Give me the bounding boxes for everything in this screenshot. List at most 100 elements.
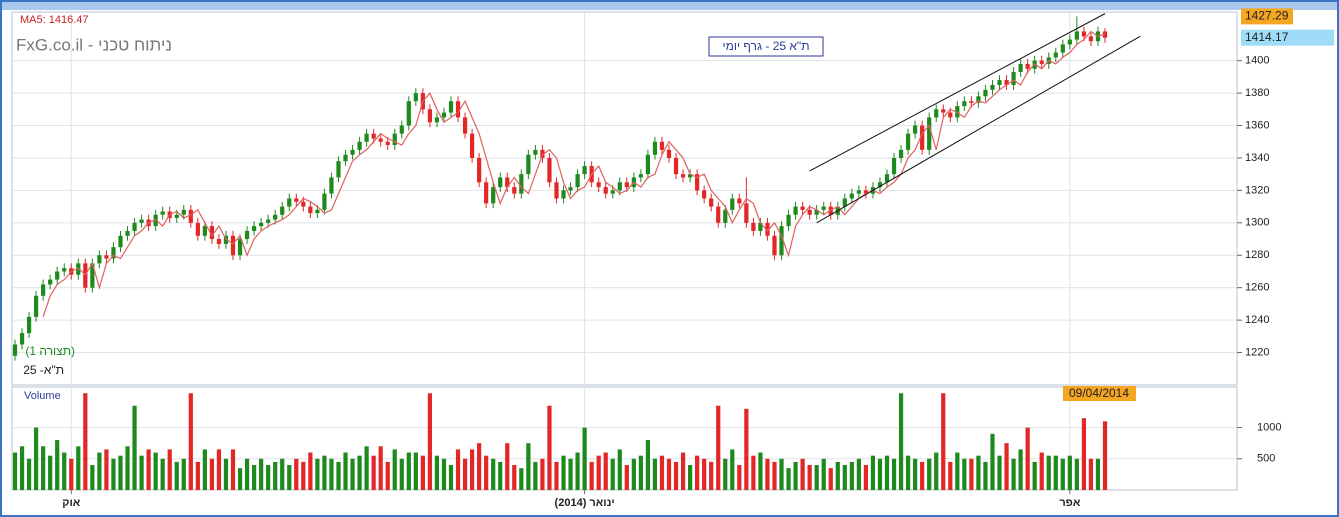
candle-body (1067, 39, 1072, 45)
candle-body (139, 219, 144, 223)
volume-bar (561, 455, 566, 490)
candle-body (97, 255, 102, 264)
volume-bar (329, 458, 334, 490)
volume-label: Volume (24, 390, 61, 402)
chart-subtitle: ת"א 25 - גרף יומי (723, 39, 810, 53)
volume-bar (941, 393, 946, 490)
volume-bar (455, 449, 461, 490)
volume-bar (259, 458, 264, 490)
volume-bar (575, 452, 580, 490)
layout-label: (תצורה 1) (25, 344, 75, 358)
volume-bar (491, 458, 496, 490)
volume-bar (779, 458, 784, 490)
candle-body (596, 182, 601, 188)
volume-bar (146, 449, 151, 490)
price-panel (11, 11, 1238, 386)
candle-body (526, 154, 531, 175)
candle-body (927, 117, 932, 150)
volume-bar (477, 443, 482, 490)
volume-bar (202, 449, 207, 490)
candle-body (990, 84, 995, 90)
volume-bar (167, 449, 172, 490)
candle-body (1081, 31, 1087, 37)
candle-body (624, 182, 629, 188)
volume-bar (48, 455, 53, 490)
candle-body (280, 206, 285, 215)
candle-body (427, 109, 433, 123)
candle-body (111, 247, 116, 259)
candle-body (484, 182, 489, 204)
volume-bar (673, 461, 679, 490)
candle-body (807, 209, 812, 215)
volume-bar (322, 455, 327, 490)
candle-body (273, 214, 278, 220)
candle-body (751, 222, 756, 231)
volume-bar (610, 458, 615, 490)
volume-bar (498, 461, 503, 490)
candle-body (934, 109, 939, 118)
channel-line (816, 35, 1141, 224)
volume-bar (160, 458, 165, 490)
volume-bar (540, 458, 545, 490)
candle-body (259, 222, 264, 227)
volume-bar (913, 458, 918, 490)
volume-bar (357, 455, 362, 490)
y-tick-label: 1280 (1245, 249, 1269, 261)
candle-body (716, 206, 721, 223)
candle-body (392, 133, 397, 145)
candle-body (772, 235, 777, 256)
candle-body (730, 198, 735, 210)
candle-body (462, 117, 468, 134)
volume-bar (62, 452, 67, 490)
candle-body (673, 157, 679, 175)
volume-bar (934, 452, 939, 490)
candle-body (12, 344, 18, 356)
last-label: 1414.17 (1245, 30, 1289, 44)
candle-body (498, 177, 503, 188)
volume-bar (287, 465, 292, 490)
y-tick-label: 1260 (1245, 282, 1269, 294)
candle-body (659, 141, 665, 150)
candle-body (19, 333, 25, 345)
volume-bar (976, 455, 981, 490)
volume-bar (877, 458, 883, 490)
candle-body (638, 174, 643, 178)
volume-bar (1053, 455, 1058, 490)
candle-body (378, 138, 383, 142)
candle-body (568, 187, 573, 191)
candle-body (441, 112, 447, 118)
volume-bar (153, 452, 158, 490)
candle-body (737, 198, 742, 204)
y-tick-label: 1240 (1245, 314, 1269, 326)
volume-bar (315, 458, 320, 490)
volume-bar (125, 446, 130, 490)
candle-body (758, 222, 763, 231)
volume-bar (983, 461, 988, 490)
volume-bar (659, 455, 665, 490)
candle-body (814, 209, 819, 215)
marks (12, 13, 1141, 490)
volume-bar (83, 393, 88, 490)
candle-body (793, 206, 798, 215)
candle-body (491, 187, 496, 204)
volume-bar (737, 465, 742, 490)
candle-body (174, 214, 179, 218)
candle-body (547, 157, 552, 183)
candle-body (976, 96, 981, 103)
candle-body (1025, 63, 1030, 69)
volume-bar (301, 461, 306, 490)
candle-body (645, 154, 651, 175)
volume-bar (631, 458, 636, 490)
candle-body (512, 187, 517, 194)
candle-body (884, 174, 890, 183)
volume-bar (821, 458, 826, 490)
volume-bar (1011, 458, 1016, 490)
candle-body (1102, 31, 1108, 38)
candle-body (561, 190, 566, 199)
candle-body (779, 226, 784, 256)
candle-body (294, 198, 299, 202)
volume-bar (842, 465, 847, 490)
candle-body (652, 141, 658, 155)
volume-bar (990, 433, 995, 490)
volume-bar (336, 461, 341, 490)
